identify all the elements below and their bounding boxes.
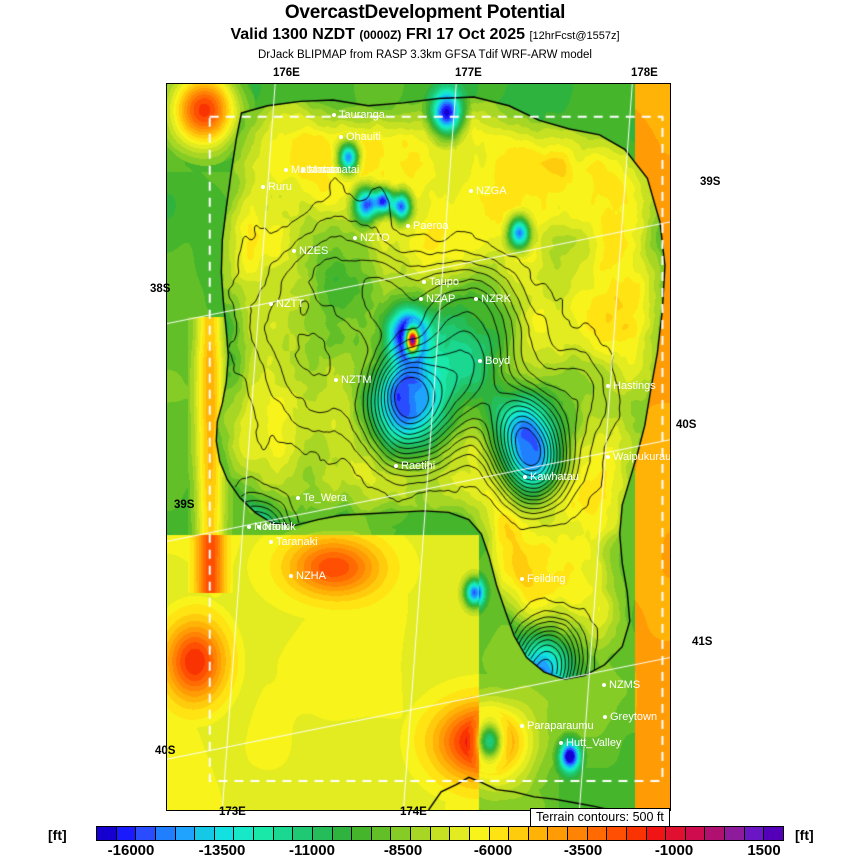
colorbar-segment (293, 827, 313, 840)
colorbar-segment (254, 827, 274, 840)
colorbar-segment (411, 827, 431, 840)
colorbar-segment (626, 827, 647, 840)
colorbar-segment (587, 827, 608, 840)
axis-tick-label: 38S (150, 283, 171, 295)
colorbar-segment (371, 827, 392, 840)
colorbar-segment (234, 827, 254, 840)
colorbar-tick-label: -8500 (383, 842, 423, 859)
axis-tick-label: 174E (400, 806, 427, 818)
colorbar-segment (469, 827, 490, 840)
colorbar-segment (155, 827, 176, 840)
colorbar-tick-label: -6000 (473, 842, 513, 859)
colorbar-segment (195, 827, 215, 840)
valid-time-line: Valid 1300 NZDT (0000Z) FRI 17 Oct 2025 … (0, 25, 850, 46)
colorbar-unit-left: [ft] (48, 827, 67, 843)
colorbar-segment (725, 827, 745, 840)
colorbar-segment (273, 827, 294, 840)
map-plot-area[interactable]: Tauranga Ohauiti Matamata Matamatai Ruru NZGA… (166, 83, 671, 811)
colorbar-segment (528, 827, 549, 840)
colorbar-segment (214, 827, 235, 840)
colorbar-tick-label: -13500 (198, 842, 246, 859)
terrain-heatmap-canvas[interactable] (167, 84, 670, 810)
colorbar-segment (705, 827, 725, 840)
colorbar-segment (116, 827, 137, 840)
colorbar-segment (97, 827, 117, 840)
colorbar-tick-labels: -16000 -13500 -11000 -8500 -6000 -3500 -1000 15… (0, 842, 850, 860)
colorbar-segment (391, 827, 411, 840)
axis-tick-label: 177E (455, 67, 482, 79)
axis-tick-label: 173E (219, 806, 246, 818)
page-title: OvercastDevelopment Potential (284, 2, 566, 23)
colorbar-tick-label: -3500 (563, 842, 603, 859)
axis-tick-label: 40S (155, 745, 176, 757)
colorbar-segment (489, 827, 510, 840)
colorbar-segment (312, 827, 333, 840)
colorbar-segment (646, 827, 667, 840)
colorbar-segment (744, 827, 765, 840)
colorbar-segment (450, 827, 470, 840)
axis-tick-label: 41S (692, 636, 713, 648)
colorbar-segment (685, 827, 706, 840)
colorbar-gradient-strip (96, 826, 784, 841)
colorbar-unit-right: [ft] (795, 827, 814, 843)
valid-time-local: Valid 1300 NZDT (230, 26, 355, 43)
colorbar-segment (548, 827, 568, 840)
colorbar-segment (764, 827, 783, 840)
colorbar-tick-label: 1500 (747, 842, 781, 859)
valid-time-utc: (0000Z) (359, 28, 402, 42)
colorbar-segment (352, 827, 372, 840)
axis-tick-label: 39S (174, 499, 195, 511)
forecast-tag: [12hrFcst@1557z] (529, 30, 620, 42)
colorbar: [ft] [ft] -16000 -13500 -11000 -8500 -6000 -3… (0, 825, 850, 860)
axis-tick-label: 40S (676, 419, 697, 431)
colorbar-segment (175, 827, 196, 840)
colorbar-segment (430, 827, 451, 840)
title-block: OvercastDevelopment Potential Valid 1300… (0, 2, 850, 62)
model-description: DrJack BLIPMAP from RASP 3.3km GFSA Tdif… (257, 49, 592, 61)
colorbar-segment (136, 827, 156, 840)
colorbar-tick-label: -16000 (107, 842, 155, 859)
valid-date: FRI 17 Oct 2025 (405, 26, 526, 43)
colorbar-tick-label: -1000 (654, 842, 694, 859)
colorbar-segment (607, 827, 627, 840)
colorbar-tick-label: -11000 (289, 842, 335, 859)
axis-tick-label: 39S (700, 176, 721, 188)
colorbar-segment (568, 827, 588, 840)
axis-tick-label: 176E (273, 67, 300, 79)
colorbar-segment (666, 827, 686, 840)
axis-tick-label: 178E (631, 67, 658, 79)
terrain-contour-legend: Terrain contours: 500 ft (530, 808, 670, 827)
colorbar-segment (332, 827, 353, 840)
colorbar-segment (509, 827, 529, 840)
